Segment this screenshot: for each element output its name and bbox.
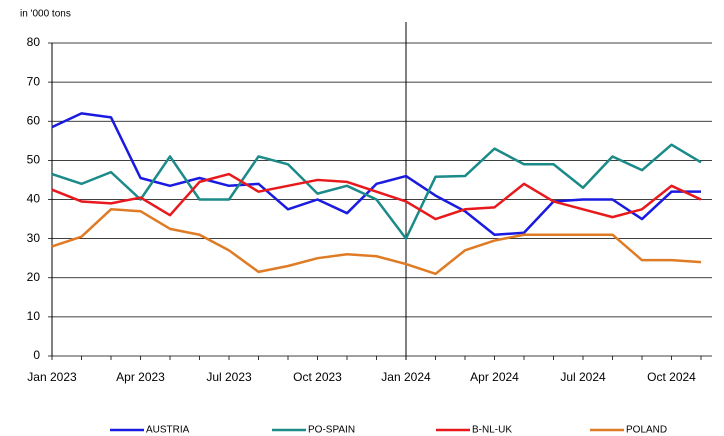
x-tick-label: Jan 2024 bbox=[381, 370, 431, 384]
x-tick-label: Oct 2023 bbox=[293, 370, 342, 384]
x-tick-label: Apr 2023 bbox=[116, 370, 165, 384]
x-tick-label: Oct 2024 bbox=[647, 370, 696, 384]
y-tick-label: 40 bbox=[27, 192, 41, 206]
legend-label: PO-SPAIN bbox=[308, 425, 355, 436]
series-line bbox=[51, 208, 702, 276]
series-line bbox=[51, 143, 702, 240]
y-tick-label: 30 bbox=[27, 231, 41, 245]
y-tick-label: 50 bbox=[27, 153, 41, 167]
y-tick-label: 0 bbox=[33, 348, 40, 362]
series-line bbox=[51, 112, 701, 236]
series-line bbox=[51, 172, 702, 221]
x-tick-label: Jul 2024 bbox=[560, 370, 606, 384]
legend-label: B-NL-UK bbox=[472, 425, 512, 436]
legend-label: AUSTRIA bbox=[146, 425, 190, 436]
x-tick-label: Jan 2023 bbox=[27, 370, 77, 384]
x-tick-label: Jul 2023 bbox=[206, 370, 252, 384]
y-axis-label: in '000 tons bbox=[20, 9, 71, 20]
x-tick-label: Apr 2024 bbox=[470, 370, 519, 384]
y-tick-label: 10 bbox=[27, 309, 41, 323]
y-tick-label: 60 bbox=[27, 113, 41, 127]
legend-label: POLAND bbox=[626, 425, 667, 436]
y-tick-label: 70 bbox=[27, 74, 41, 88]
y-tick-label: 80 bbox=[27, 35, 41, 49]
y-tick-label: 20 bbox=[27, 270, 41, 284]
